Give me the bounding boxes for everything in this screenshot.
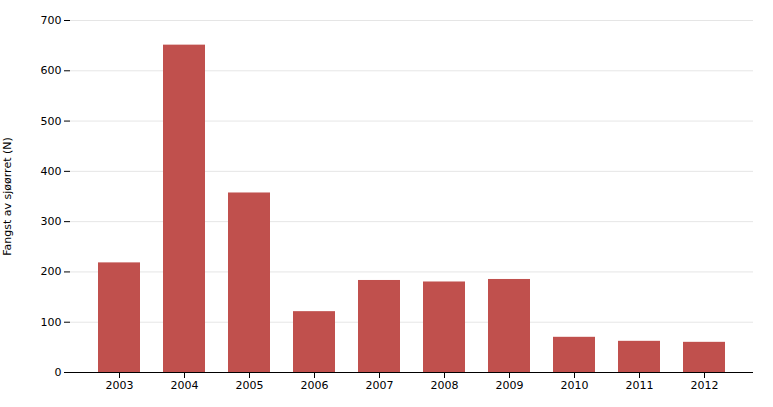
svg-text:2011: 2011 bbox=[626, 379, 654, 392]
svg-text:2012: 2012 bbox=[691, 379, 719, 392]
svg-text:300: 300 bbox=[41, 215, 62, 228]
svg-text:200: 200 bbox=[41, 265, 62, 278]
svg-text:600: 600 bbox=[41, 64, 62, 77]
svg-text:700: 700 bbox=[41, 14, 62, 27]
svg-text:2010: 2010 bbox=[561, 379, 589, 392]
svg-text:2004: 2004 bbox=[171, 379, 199, 392]
svg-text:400: 400 bbox=[41, 165, 62, 178]
svg-text:2007: 2007 bbox=[366, 379, 394, 392]
svg-text:2006: 2006 bbox=[301, 379, 329, 392]
svg-text:0: 0 bbox=[55, 366, 62, 379]
svg-text:2009: 2009 bbox=[496, 379, 524, 392]
svg-text:500: 500 bbox=[41, 115, 62, 128]
svg-text:100: 100 bbox=[41, 316, 62, 329]
svg-text:2005: 2005 bbox=[236, 379, 264, 392]
svg-text:2008: 2008 bbox=[431, 379, 459, 392]
svg-text:Fangst av sjøørret (N): Fangst av sjøørret (N) bbox=[1, 137, 14, 256]
svg-text:2003: 2003 bbox=[106, 379, 134, 392]
